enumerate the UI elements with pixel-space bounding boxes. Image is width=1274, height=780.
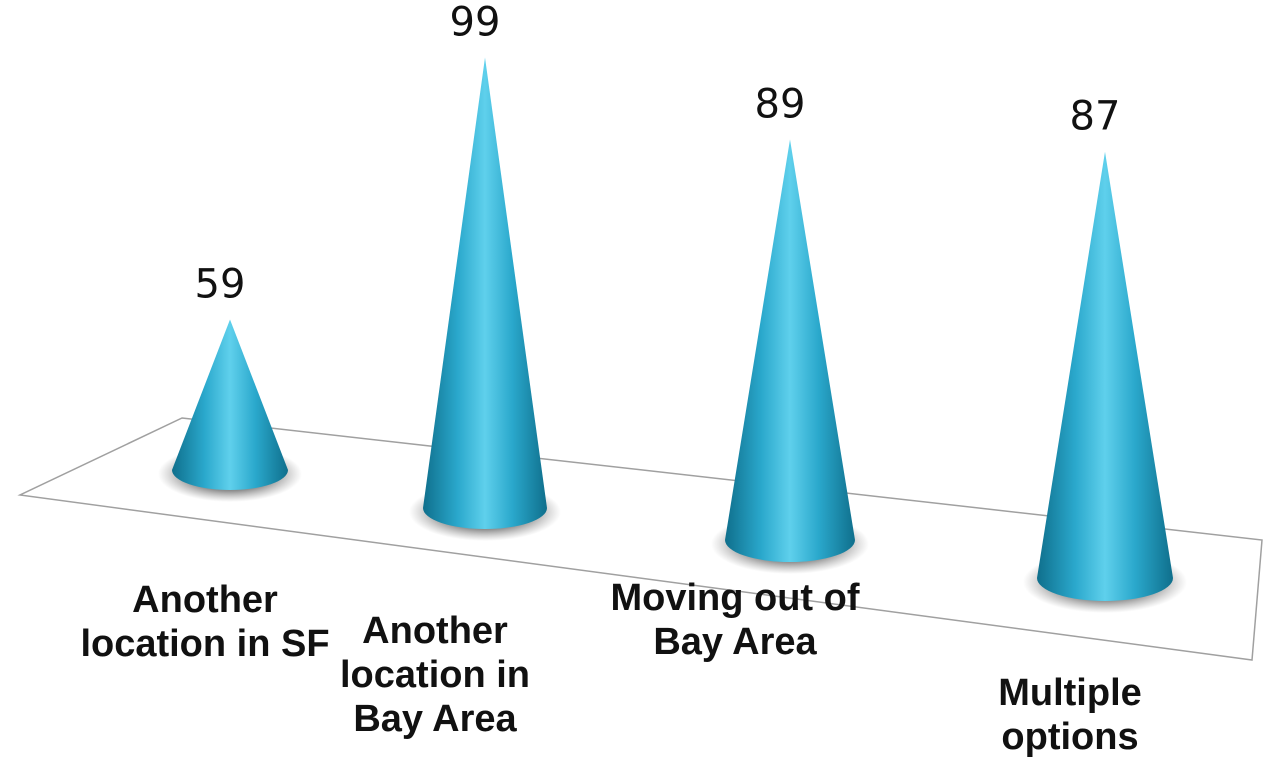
chart-floor: [17, 417, 1263, 661]
category-label-line: Bay Area: [653, 621, 817, 663]
cone-bar: 99: [409, 0, 561, 541]
cone-body: [725, 139, 855, 562]
data-label: 99: [450, 0, 501, 46]
category-label: Another location in SF: [80, 579, 329, 665]
category-label-line: Moving out of: [610, 577, 859, 619]
category-label: Moving out of Bay Area: [610, 577, 859, 663]
cone-body: [423, 57, 547, 530]
category-label: Multiple options: [998, 672, 1142, 758]
category-label-line: location in: [340, 654, 530, 696]
cone-bar: 87: [1023, 94, 1187, 613]
cone-bar: 59: [158, 262, 302, 502]
cone-body: [1037, 151, 1173, 601]
category-label-line: Multiple: [998, 672, 1142, 714]
category-label-line: Another: [132, 579, 278, 621]
data-label: 87: [1070, 94, 1121, 140]
data-label: 89: [755, 82, 806, 128]
category-label-line: location in SF: [80, 623, 329, 665]
category-label-line: Bay Area: [353, 698, 517, 740]
data-label: 59: [195, 262, 246, 308]
category-label-line: Another: [362, 610, 508, 652]
category-label-line: options: [1001, 716, 1138, 758]
cone-body: [172, 319, 288, 490]
cone-bar: 89: [711, 82, 869, 574]
category-label: Another location in Bay Area: [340, 610, 530, 740]
